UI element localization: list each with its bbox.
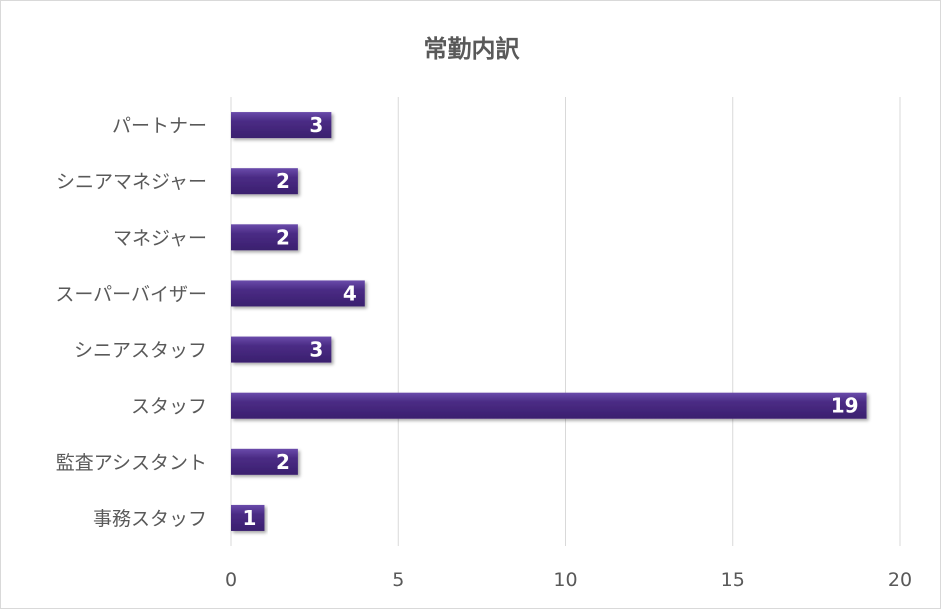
bar-7 [231, 504, 265, 531]
bars [231, 112, 867, 531]
category-label: スーパーバイザー [55, 283, 207, 305]
data-label: 2 [276, 169, 290, 193]
x-tick-label: 5 [392, 569, 404, 591]
bar-2 [231, 224, 298, 251]
x-tick-label: 0 [225, 569, 237, 591]
chart-title: 常勤内訳 [423, 35, 520, 63]
labels: 0 5 10 15 20 パートナー 3 シニアマネジャー 2 マネジャー 2 スーパーバイザー 4 シニ… [55, 113, 912, 591]
x-tick-label: 20 [888, 569, 912, 591]
category-label: シニアマネジャー [56, 171, 207, 193]
x-tick-label: 15 [721, 569, 745, 591]
x-tick-label: 10 [553, 569, 577, 591]
category-label: シニアスタッフ [74, 340, 207, 362]
gridlines [230, 97, 901, 546]
data-label: 4 [343, 281, 357, 305]
data-label: 3 [309, 113, 323, 137]
bar-6 [231, 448, 298, 475]
bar-4 [231, 336, 332, 363]
category-label: 監査アシスタント [56, 452, 207, 474]
bar-5 [231, 392, 867, 419]
bar-1 [231, 168, 298, 195]
data-label: 3 [309, 338, 323, 362]
bar-3 [231, 280, 365, 307]
data-label: 19 [831, 394, 859, 418]
category-label: マネジャー [113, 227, 207, 249]
category-label: スタッフ [131, 396, 207, 418]
bar-0 [231, 112, 332, 139]
category-label: 事務スタッフ [93, 508, 207, 530]
data-label: 1 [243, 506, 257, 530]
category-label: パートナー [112, 115, 207, 137]
data-label: 2 [276, 225, 290, 249]
data-label: 2 [276, 450, 290, 474]
